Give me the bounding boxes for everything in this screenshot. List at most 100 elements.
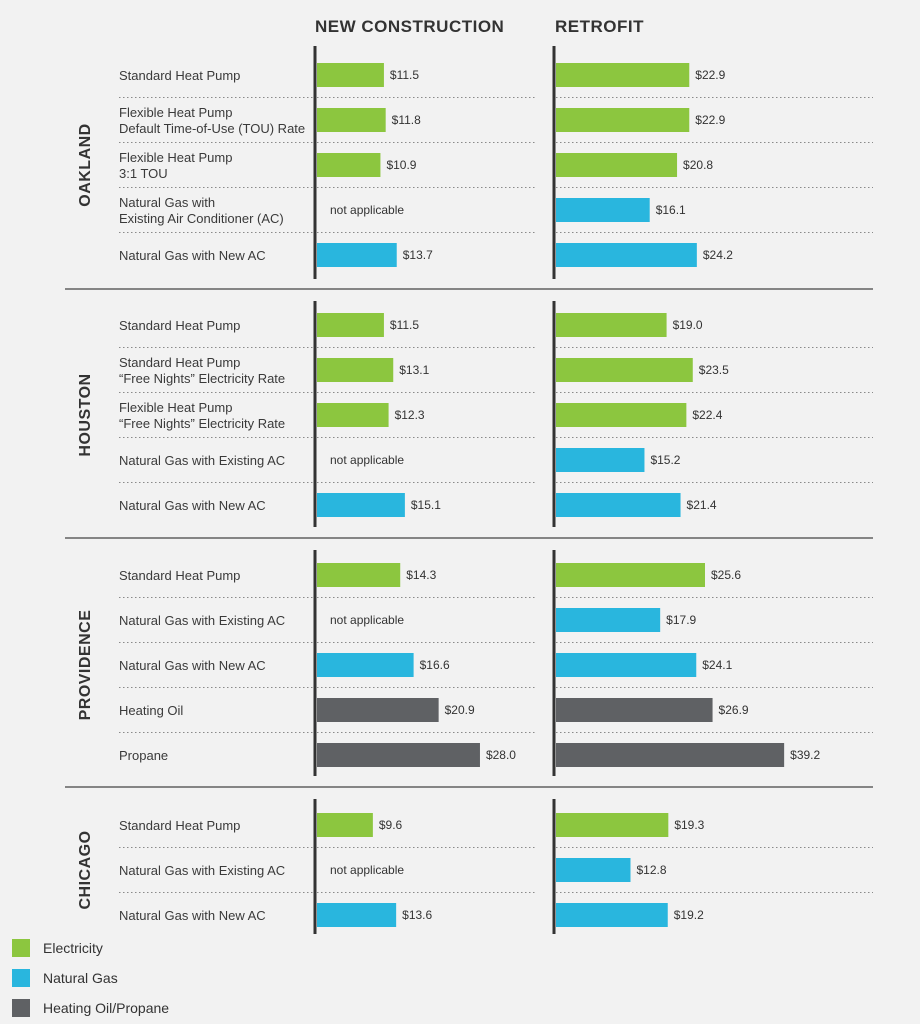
providence-row-1-new-bar (317, 563, 401, 587)
oakland-row-5-new-bar (317, 243, 397, 267)
houston-row-4-label-line-1: Natural Gas with Existing AC (119, 453, 285, 468)
chicago-row-2-retrofit-bar (556, 858, 631, 882)
chicago-row-2-retrofit-value: $12.8 (636, 863, 666, 877)
chicago-row-1-retrofit-bar (556, 813, 669, 837)
city-label-oakland: OAKLAND (77, 123, 94, 207)
houston-row-3-new-value: $12.3 (395, 408, 425, 422)
oakland-row-3-new-value: $10.9 (386, 158, 416, 172)
oakland-row-3-retrofit-value: $20.8 (683, 158, 713, 172)
houston-row-1-new-value: $11.5 (390, 318, 419, 332)
chicago-row-2-label-line-1: Natural Gas with Existing AC (119, 863, 285, 878)
oakland-row-1-new-value: $11.5 (390, 68, 419, 82)
providence-row-1-retrofit-bar (556, 563, 705, 587)
chicago-row-3-new-bar (317, 903, 397, 927)
oakland-row-3-retrofit-bar (556, 153, 678, 177)
city-label-chicago: CHICAGO (77, 830, 94, 909)
houston-row-5-new-value: $15.1 (411, 498, 441, 512)
oakland-row-3-new-bar (317, 153, 381, 177)
panel-header-new-construction: NEW CONSTRUCTION (315, 17, 504, 36)
oakland-row-4-new-not-applicable: not applicable (330, 203, 404, 217)
oakland-row-2-retrofit-bar (556, 108, 690, 132)
providence-row-5-new-bar (317, 743, 480, 767)
oakland-row-5-retrofit-value: $24.2 (703, 248, 733, 262)
providence-row-4-new-value: $20.9 (445, 703, 475, 717)
oakland-row-1-label-line-1: Standard Heat Pump (119, 68, 240, 83)
houston-row-4-retrofit-bar (556, 448, 645, 472)
oakland-row-3-label-line-1: Flexible Heat Pump (119, 150, 232, 165)
chicago-row-2-new-not-applicable: not applicable (330, 863, 404, 877)
oakland-row-4-retrofit-bar (556, 198, 650, 222)
houston-row-2-label-line-1: Standard Heat Pump (119, 355, 240, 370)
providence-row-1-new-value: $14.3 (406, 568, 436, 582)
city-label-houston: HOUSTON (77, 373, 94, 456)
providence-row-3-retrofit-value: $24.1 (702, 658, 732, 672)
houston-row-3-new-bar (317, 403, 389, 427)
providence-row-3-new-bar (317, 653, 414, 677)
providence-row-2-retrofit-value: $17.9 (666, 613, 696, 627)
providence-row-1-label-line-1: Standard Heat Pump (119, 568, 240, 583)
chicago-row-1-label-line-1: Standard Heat Pump (119, 818, 240, 833)
chicago-row-1-retrofit-value: $19.3 (674, 818, 704, 832)
houston-row-3-retrofit-bar (556, 403, 687, 427)
providence-row-5-retrofit-bar (556, 743, 785, 767)
oakland-row-2-retrofit-value: $22.9 (695, 113, 725, 127)
oakland-row-3-label-line-2: 3:1 TOU (119, 166, 168, 181)
legend-swatch-electricity (12, 939, 30, 957)
legend-label-heating-oil-propane: Heating Oil/Propane (43, 1000, 169, 1016)
legend-label-natural-gas: Natural Gas (43, 970, 118, 986)
city-label-providence: PROVIDENCE (77, 610, 94, 721)
oakland-row-2-label-line-2: Default Time-of-Use (TOU) Rate (119, 121, 305, 136)
houston-row-1-label-line-1: Standard Heat Pump (119, 318, 240, 333)
providence-row-1-retrofit-value: $25.6 (711, 568, 741, 582)
legend-label-electricity: Electricity (43, 940, 103, 956)
chicago-row-3-retrofit-value: $19.2 (674, 908, 704, 922)
providence-row-3-retrofit-bar (556, 653, 697, 677)
houston-row-5-retrofit-bar (556, 493, 681, 517)
providence-row-5-retrofit-value: $39.2 (790, 748, 820, 762)
houston-row-3-label-line-2: “Free Nights” Electricity Rate (119, 416, 285, 431)
houston-row-1-retrofit-bar (556, 313, 667, 337)
oakland-row-4-retrofit-value: $16.1 (656, 203, 686, 217)
oakland-row-5-new-value: $13.7 (403, 248, 433, 262)
providence-row-2-label-line-1: Natural Gas with Existing AC (119, 613, 285, 628)
chicago-row-3-label-line-1: Natural Gas with New AC (119, 908, 266, 923)
houston-row-4-retrofit-value: $15.2 (650, 453, 680, 467)
houston-row-2-label-line-2: “Free Nights” Electricity Rate (119, 371, 285, 386)
houston-row-1-retrofit-value: $19.0 (673, 318, 703, 332)
chicago-row-1-new-value: $9.6 (379, 818, 403, 832)
houston-row-2-new-bar (317, 358, 394, 382)
providence-row-4-retrofit-value: $26.9 (719, 703, 749, 717)
legend-swatch-heating-oil-propane (12, 999, 30, 1017)
oakland-row-1-retrofit-bar (556, 63, 690, 87)
providence-row-5-label-line-1: Propane (119, 748, 168, 763)
oakland-row-4-label-line-1: Natural Gas with (119, 195, 215, 210)
houston-row-4-new-not-applicable: not applicable (330, 453, 404, 467)
houston-row-5-retrofit-value: $21.4 (687, 498, 717, 512)
oakland-row-4-label-line-2: Existing Air Conditioner (AC) (119, 211, 284, 226)
houston-row-3-label-line-1: Flexible Heat Pump (119, 400, 232, 415)
providence-row-4-retrofit-bar (556, 698, 713, 722)
oakland-row-2-new-value: $11.8 (392, 113, 421, 127)
providence-row-4-new-bar (317, 698, 439, 722)
houston-row-2-new-value: $13.1 (399, 363, 429, 377)
houston-row-5-label-line-1: Natural Gas with New AC (119, 498, 266, 513)
houston-row-5-new-bar (317, 493, 405, 517)
houston-row-2-retrofit-bar (556, 358, 693, 382)
chicago-row-3-retrofit-bar (556, 903, 668, 927)
chicago-row-1-new-bar (317, 813, 373, 837)
oakland-row-1-new-bar (317, 63, 384, 87)
panel-header-retrofit: RETROFIT (555, 17, 644, 36)
oakland-row-5-label-line-1: Natural Gas with New AC (119, 248, 266, 263)
providence-row-3-new-value: $16.6 (420, 658, 450, 672)
oakland-row-5-retrofit-bar (556, 243, 697, 267)
oakland-row-2-new-bar (317, 108, 386, 132)
providence-row-4-label-line-1: Heating Oil (119, 703, 183, 718)
providence-row-5-new-value: $28.0 (486, 748, 516, 762)
oakland-row-1-retrofit-value: $22.9 (695, 68, 725, 82)
providence-row-3-label-line-1: Natural Gas with New AC (119, 658, 266, 673)
providence-row-2-new-not-applicable: not applicable (330, 613, 404, 627)
houston-row-2-retrofit-value: $23.5 (699, 363, 729, 377)
oakland-row-2-label-line-1: Flexible Heat Pump (119, 105, 232, 120)
chicago-row-3-new-value: $13.6 (402, 908, 432, 922)
